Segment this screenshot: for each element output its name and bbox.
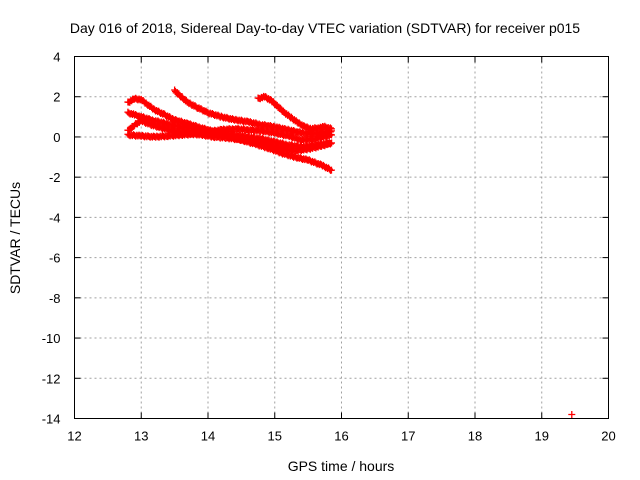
chart-title: Day 016 of 2018, Sidereal Day-to-day VTE… (70, 20, 580, 36)
axis-ticks (74, 56, 609, 419)
y-tick-label: 0 (53, 130, 60, 145)
x-tick-label: 20 (601, 429, 615, 444)
data-point (326, 124, 334, 132)
data-series-5 (171, 86, 335, 138)
y-tick-label: -12 (42, 371, 61, 386)
y-tick-label: -10 (42, 331, 61, 346)
y-tick-label: -8 (49, 291, 61, 306)
x-tick-label: 13 (134, 429, 148, 444)
y-tick-label: 4 (53, 50, 60, 65)
grid (74, 56, 609, 419)
x-axis-title: GPS time / hours (288, 458, 395, 474)
y-tick-label: -2 (49, 170, 61, 185)
data-points (124, 86, 576, 418)
x-tick-label: 18 (468, 429, 482, 444)
y-tick-label: -14 (42, 412, 61, 427)
x-tick-label: 16 (334, 429, 348, 444)
data-point (568, 410, 576, 418)
data-series-6 (254, 92, 335, 134)
x-tick-label: 14 (201, 429, 215, 444)
y-tick-labels: 4 2 0 -2 -4 -6 -8 -10 -12 -14 (42, 50, 61, 427)
x-tick-label: 12 (67, 429, 81, 444)
data-point (327, 166, 335, 174)
data-series-7 (568, 410, 576, 418)
x-tick-label: 17 (401, 429, 415, 444)
data-point (327, 139, 335, 147)
x-tick-label: 15 (268, 429, 282, 444)
y-axis-title: SDTVAR / TECUs (7, 182, 23, 294)
x-tick-labels: 12 13 14 15 16 17 18 19 20 (67, 429, 615, 444)
y-tick-label: -4 (49, 210, 61, 225)
data-point (327, 125, 335, 133)
data-point (326, 140, 334, 148)
y-tick-label: -6 (49, 251, 61, 266)
x-tick-label: 19 (535, 429, 549, 444)
data-series-4 (124, 124, 335, 145)
y-tick-label: 2 (53, 90, 60, 105)
